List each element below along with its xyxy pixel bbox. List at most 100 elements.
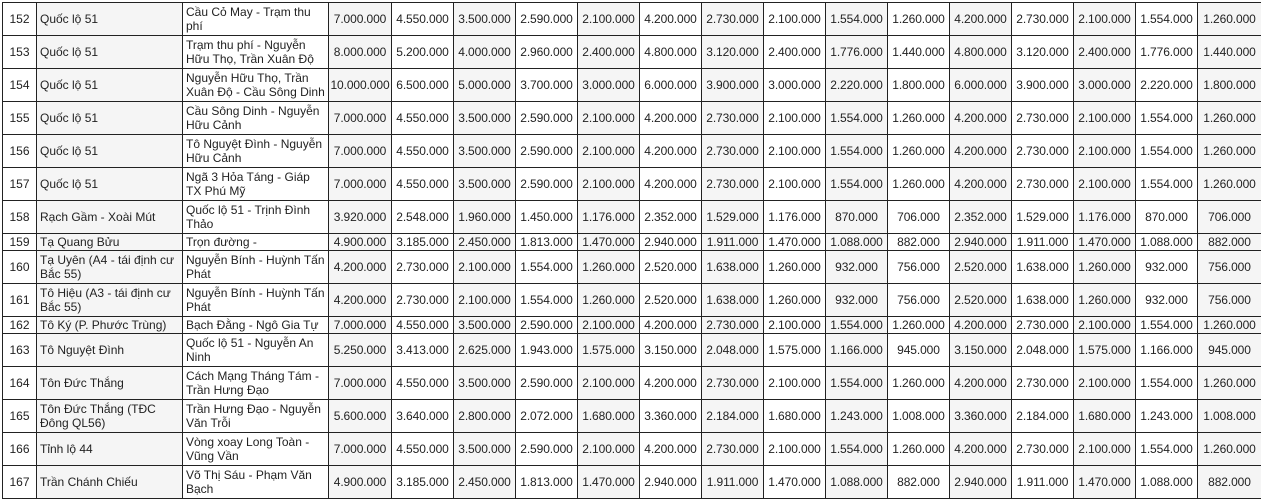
price-cell: 2.100.000 <box>763 316 826 334</box>
price-cell: 1.260.000 <box>1197 134 1261 168</box>
price-cell: 4.200.000 <box>639 316 702 334</box>
price-cell: 2.520.000 <box>949 283 1012 317</box>
price-cell: 1.638.000 <box>1011 283 1074 317</box>
road-segment-cell: Quốc lộ 51 - Nguyễn An Ninh <box>182 333 329 367</box>
price-cell: 1.529.000 <box>1011 200 1074 234</box>
price-cell: 2.940.000 <box>639 465 702 499</box>
price-cell: 1.554.000 <box>515 250 578 284</box>
price-cell: 882.000 <box>887 465 950 499</box>
table-row: 154 Quốc lộ 51 Nguyễn Hữu Thọ, Trần Xuân Đ… <box>2 68 1261 102</box>
price-cell: 1.911.000 <box>1011 233 1074 251</box>
price-cell: 2.100.000 <box>453 250 516 284</box>
price-cell: 932.000 <box>1135 250 1198 284</box>
price-cell: 1.776.000 <box>825 35 888 69</box>
price-cell: 1.243.000 <box>825 399 888 433</box>
price-cell: 1.260.000 <box>763 250 826 284</box>
price-cell: 1.260.000 <box>763 283 826 317</box>
price-cell: 2.730.000 <box>701 432 764 466</box>
price-cell: 2.184.000 <box>1011 399 1074 433</box>
road-segment-cell: Nguyễn Bính - Huỳnh Tấn Phát <box>182 250 329 284</box>
price-cell: 1.260.000 <box>577 283 640 317</box>
road-segment-cell: Trạm thu phí - Nguyễn Hữu Thọ, Trần Xuân… <box>182 35 329 69</box>
price-cell: 2.590.000 <box>515 366 578 400</box>
price-cell: 1.260.000 <box>887 101 950 135</box>
price-cell: 6.500.000 <box>391 68 454 102</box>
row-number-cell: 153 <box>2 35 37 69</box>
price-cell: 2.100.000 <box>1073 134 1136 168</box>
price-cell: 5.200.000 <box>391 35 454 69</box>
road-segment-cell: Vòng xoay Long Toàn - Vũng Vần <box>182 432 329 466</box>
price-cell: 1.554.000 <box>1135 366 1198 400</box>
street-name-cell: Tô Hiệu (A3 - tái định cư Bắc 55) <box>36 283 183 317</box>
price-cell: 3.500.000 <box>453 167 516 201</box>
price-cell: 2.100.000 <box>1073 101 1136 135</box>
price-cell: 2.730.000 <box>1011 101 1074 135</box>
street-name-cell: Quốc lộ 51 <box>36 101 183 135</box>
street-name-cell: Quốc lộ 51 <box>36 35 183 69</box>
price-cell: 1.088.000 <box>1135 465 1198 499</box>
table-row: 157 Quốc lộ 51 Ngã 3 Hỏa Táng - Giáp TX Ph… <box>2 167 1261 201</box>
price-cell: 1.554.000 <box>825 316 888 334</box>
price-cell: 1.176.000 <box>577 200 640 234</box>
road-segment-cell: Bạch Đằng - Ngô Gia Tự <box>182 316 329 334</box>
price-cell: 3.185.000 <box>391 465 454 499</box>
price-cell: 2.730.000 <box>391 250 454 284</box>
price-cell: 2.730.000 <box>1011 2 1074 36</box>
price-cell: 2.590.000 <box>515 134 578 168</box>
price-cell: 1.260.000 <box>1197 432 1261 466</box>
road-segment-cell: Cầu Sông Dinh - Nguyễn Hữu Cảnh <box>182 101 329 135</box>
price-cell: 4.200.000 <box>328 283 392 317</box>
row-number-cell: 164 <box>2 366 37 400</box>
price-cell: 7.000.000 <box>328 432 392 466</box>
row-number-cell: 155 <box>2 101 37 135</box>
price-cell: 2.048.000 <box>1011 333 1074 367</box>
price-cell: 2.520.000 <box>639 283 702 317</box>
row-number-cell: 165 <box>2 399 37 433</box>
price-cell: 2.400.000 <box>1073 35 1136 69</box>
price-cell: 2.730.000 <box>701 366 764 400</box>
price-cell: 6.000.000 <box>639 68 702 102</box>
price-cell: 1.260.000 <box>887 366 950 400</box>
table-row: 161 Tô Hiệu (A3 - tái định cư Bắc 55) Nguy… <box>2 283 1261 317</box>
road-segment-cell: Ngã 3 Hỏa Táng - Giáp TX Phú Mỹ <box>182 167 329 201</box>
price-cell: 2.400.000 <box>577 35 640 69</box>
price-cell: 7.000.000 <box>328 167 392 201</box>
price-cell: 1.554.000 <box>1135 2 1198 36</box>
price-cell: 3.360.000 <box>639 399 702 433</box>
price-cell: 2.100.000 <box>763 101 826 135</box>
price-cell: 932.000 <box>825 283 888 317</box>
price-cell: 1.813.000 <box>515 233 578 251</box>
price-cell: 7.000.000 <box>328 134 392 168</box>
road-segment-cell: Trọn đường - <box>182 233 329 251</box>
price-cell: 3.000.000 <box>763 68 826 102</box>
price-cell: 4.800.000 <box>949 35 1012 69</box>
price-cell: 3.640.000 <box>391 399 454 433</box>
price-cell: 1.176.000 <box>1073 200 1136 234</box>
price-cell: 2.730.000 <box>1011 432 1074 466</box>
price-cell: 3.360.000 <box>949 399 1012 433</box>
price-cell: 1.243.000 <box>1135 399 1198 433</box>
price-cell: 1.554.000 <box>825 134 888 168</box>
row-number-cell: 154 <box>2 68 37 102</box>
price-cell: 1.680.000 <box>1073 399 1136 433</box>
price-cell: 3.500.000 <box>453 316 516 334</box>
road-segment-cell: Trần Hưng Đạo - Nguyễn Văn Trỗi <box>182 399 329 433</box>
price-cell: 2.184.000 <box>701 399 764 433</box>
price-cell: 1.260.000 <box>1073 250 1136 284</box>
price-cell: 1.575.000 <box>763 333 826 367</box>
price-cell: 2.100.000 <box>1073 167 1136 201</box>
table-row: 163 Tô Nguyệt Đình Quốc lộ 51 - Nguyễn An … <box>2 333 1261 367</box>
price-cell: 2.220.000 <box>825 68 888 102</box>
price-cell: 3.150.000 <box>949 333 1012 367</box>
price-cell: 2.100.000 <box>577 432 640 466</box>
price-cell: 2.730.000 <box>701 101 764 135</box>
price-cell: 1.638.000 <box>701 250 764 284</box>
price-cell: 1.166.000 <box>1135 333 1198 367</box>
price-cell: 2.730.000 <box>1011 316 1074 334</box>
price-cell: 870.000 <box>825 200 888 234</box>
street-name-cell: Tô Nguyệt Đình <box>36 333 183 367</box>
price-cell: 4.200.000 <box>639 432 702 466</box>
price-cell: 4.200.000 <box>949 134 1012 168</box>
price-cell: 1.575.000 <box>577 333 640 367</box>
street-name-cell: Quốc lộ 51 <box>36 2 183 36</box>
